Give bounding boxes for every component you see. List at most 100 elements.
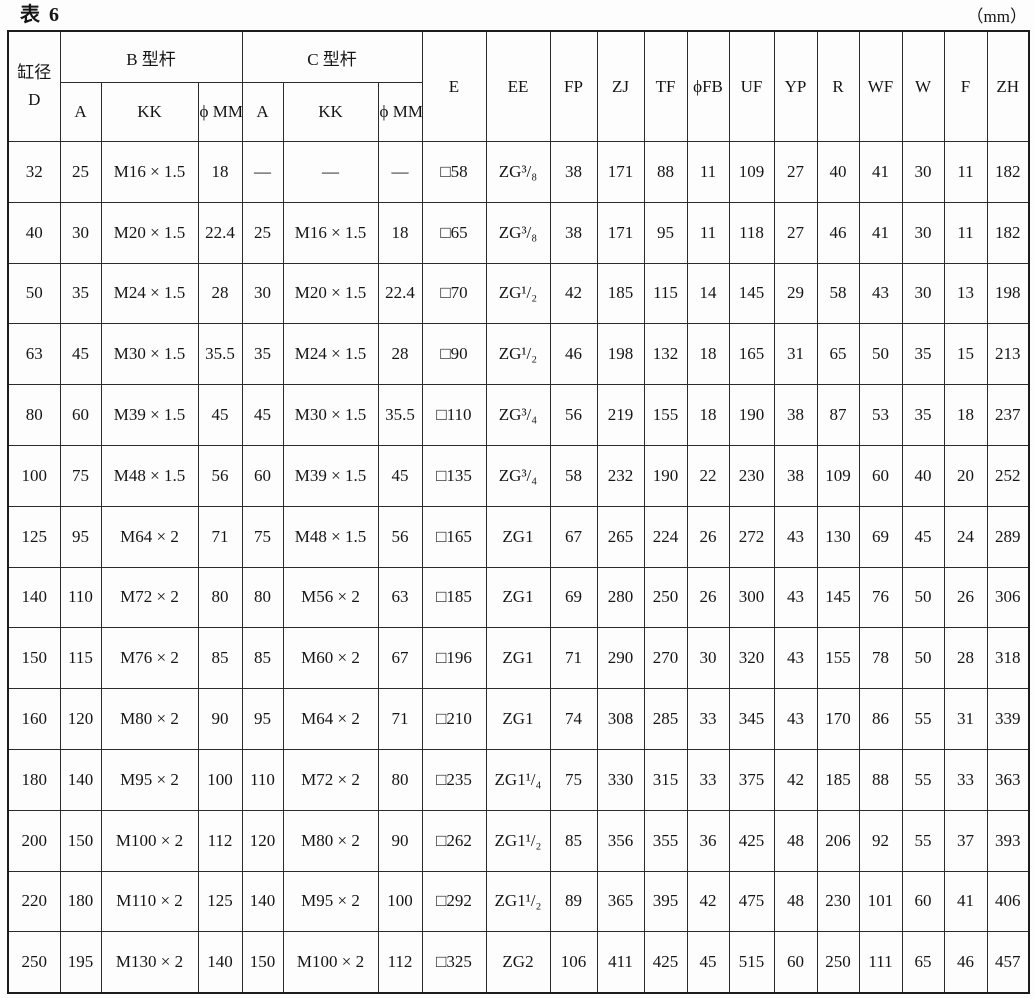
cell: 125 (7, 505, 61, 568)
cell: 395 (643, 870, 688, 933)
cell: M20 × 1.5 (282, 262, 379, 325)
cell: 365 (596, 870, 645, 933)
table-row: 250 195 M130 × 2 140 150 M100 × 2 112 □325 ZG2 10… (7, 931, 1030, 994)
cell: 35.5 (197, 323, 243, 386)
cell: 118 (728, 201, 775, 264)
cell: 375 (728, 748, 775, 811)
cell: 26 (943, 566, 988, 629)
cell: 224 (643, 505, 688, 568)
cell: ZG1¹/₄ (485, 748, 551, 811)
cell: 41 (943, 870, 988, 933)
cell: M110 × 2 (100, 870, 199, 933)
cell: 40 (901, 444, 945, 507)
cell: 206 (816, 809, 860, 872)
cell: 67 (377, 627, 423, 690)
cell: 45 (241, 384, 284, 446)
spec-table: 缸径 D B 型杆 C 型杆 E EE FP ZJ TF ϕFB UF YP R … (7, 30, 1030, 995)
cell: 87 (816, 384, 860, 446)
cell: M80 × 2 (282, 809, 379, 872)
cell: 48 (773, 870, 818, 933)
cell: □70 (421, 262, 487, 325)
cell: M95 × 2 (282, 870, 379, 933)
table-row: 180 140 M95 × 2 100 110 M72 × 2 80 □235 ZG1¹/₄ 75… (7, 748, 1030, 811)
cell: 190 (643, 444, 688, 507)
cell: M24 × 1.5 (100, 262, 199, 325)
cell: 45 (901, 505, 945, 568)
cell: 89 (549, 870, 598, 933)
cell: 198 (986, 262, 1030, 325)
cell: 35 (241, 323, 284, 386)
cell: 67 (549, 505, 598, 568)
cell: 425 (643, 931, 688, 994)
cell: M30 × 1.5 (282, 384, 379, 446)
cell: 25 (241, 201, 284, 264)
cell: 92 (858, 809, 903, 872)
cell: 120 (59, 688, 102, 750)
cell: 50 (901, 566, 945, 629)
header-ee: EE (485, 30, 551, 142)
cell: 150 (7, 627, 61, 690)
cell: □210 (421, 688, 487, 750)
cell: 140 (197, 931, 243, 994)
cell: 198 (596, 323, 645, 386)
cell: 90 (197, 688, 243, 750)
cell: 74 (549, 688, 598, 750)
cell: 280 (596, 566, 645, 629)
cell: 69 (549, 566, 598, 629)
cell: 60 (858, 444, 903, 507)
cell: 18 (943, 384, 988, 446)
header-b-kk: KK (100, 82, 199, 142)
header-d-bottom: D (28, 89, 41, 109)
cell: M100 × 2 (282, 931, 379, 994)
cell: □262 (421, 809, 487, 872)
cell: 63 (7, 323, 61, 386)
cell: 18 (686, 323, 730, 386)
table-row: 125 95 M64 × 2 71 75 M48 × 1.5 56 □165 ZG1 67 265 2… (7, 505, 1030, 568)
cell: 60 (901, 870, 945, 933)
cell: ZG1 (485, 627, 551, 690)
header-r: R (816, 30, 860, 142)
cell: 85 (549, 809, 598, 872)
cell: 306 (986, 566, 1030, 629)
cell: M95 × 2 (100, 748, 199, 811)
cell: 150 (59, 809, 102, 872)
cell: 232 (596, 444, 645, 507)
cell: M20 × 1.5 (100, 201, 199, 264)
cell: 78 (858, 627, 903, 690)
cell: 33 (943, 748, 988, 811)
cell: 14 (686, 262, 730, 325)
cell: 85 (197, 627, 243, 690)
cell: 35 (901, 384, 945, 446)
cell: 50 (7, 262, 61, 325)
title-bar: 表 6 （mm） (0, 0, 1035, 30)
cell: 289 (986, 505, 1030, 568)
cell: 112 (197, 809, 243, 872)
cell: 76 (858, 566, 903, 629)
cell: □325 (421, 931, 487, 994)
cell: 171 (596, 141, 645, 203)
cell: 75 (549, 748, 598, 811)
cell: 182 (986, 141, 1030, 203)
cell: 30 (59, 201, 102, 264)
cell: 155 (643, 384, 688, 446)
cell: 101 (858, 870, 903, 933)
cell: ZG¹/₂ (485, 262, 551, 325)
cell: 171 (596, 201, 645, 264)
header-fb: ϕFB (686, 30, 730, 142)
cell: 100 (7, 444, 61, 507)
cell: 40 (816, 141, 860, 203)
cell: 27 (773, 141, 818, 203)
cell: 36 (686, 809, 730, 872)
cell: 155 (816, 627, 860, 690)
cell: 26 (686, 566, 730, 629)
cell: 80 (7, 384, 61, 446)
cell: M48 × 1.5 (100, 444, 199, 507)
cell: 355 (643, 809, 688, 872)
cell: 56 (197, 444, 243, 507)
cell: 22.4 (197, 201, 243, 264)
cell: 20 (943, 444, 988, 507)
cell: M39 × 1.5 (282, 444, 379, 507)
cell: 88 (643, 141, 688, 203)
cell: 46 (816, 201, 860, 264)
cell: 26 (686, 505, 730, 568)
